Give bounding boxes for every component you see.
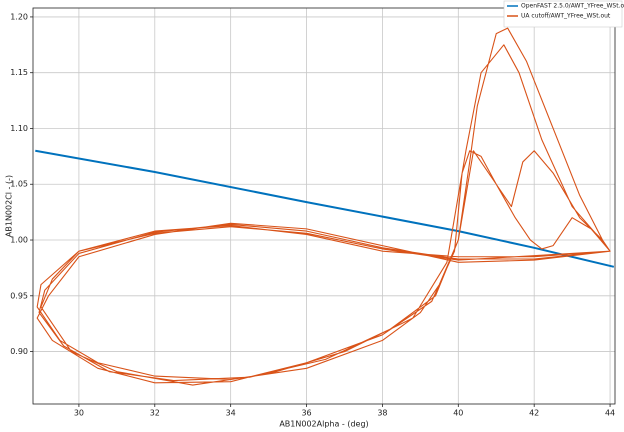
x-tick-label: 40 xyxy=(453,409,463,418)
x-tick-label: 32 xyxy=(150,409,160,418)
data-line xyxy=(35,149,615,268)
x-tick-label: 38 xyxy=(377,409,387,418)
y-tick-label: 1.20 xyxy=(10,12,28,21)
y-tick-label: 1.05 xyxy=(10,180,28,189)
y-tick-label: 1.00 xyxy=(10,236,28,245)
x-tick-label: 42 xyxy=(529,409,539,418)
data-line xyxy=(36,27,611,386)
x-tick-label: 34 xyxy=(226,409,236,418)
plot-frame xyxy=(32,7,616,405)
legend-label: OpenFAST 2.5.0/AWT_YFree_WSt.out xyxy=(521,3,624,10)
x-tick-label: 36 xyxy=(301,409,311,418)
legend-label: UA cutoff/AWT_YFree_WSt.out xyxy=(521,13,611,20)
x-axis-label: AB1N002Alpha - (deg) xyxy=(279,420,368,429)
y-tick-label: 0.90 xyxy=(10,347,28,356)
y-tick-label: 0.95 xyxy=(10,291,28,300)
legend: OpenFAST 2.5.0/AWT_YFree_WSt.out UA cutof… xyxy=(503,0,624,28)
x-tick-label: 30 xyxy=(74,409,84,418)
x-tick-label: 44 xyxy=(605,409,615,418)
y-axis-label: AB1N002Cl - (-) xyxy=(5,175,14,237)
y-tick-label: 1.15 xyxy=(10,68,28,77)
legend-box xyxy=(503,0,623,28)
y-tick-label: 1.10 xyxy=(10,124,28,133)
